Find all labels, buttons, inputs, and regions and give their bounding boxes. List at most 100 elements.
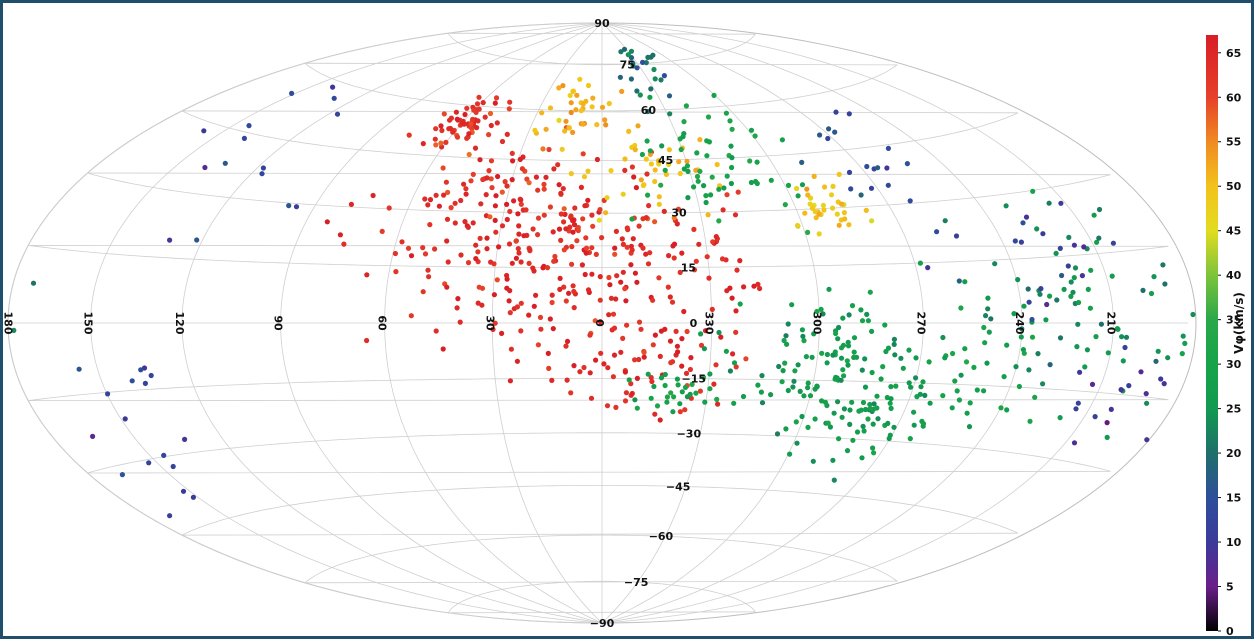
- data-point: [142, 380, 148, 386]
- data-point: [731, 400, 737, 406]
- data-point: [840, 342, 847, 348]
- data-point: [845, 343, 852, 349]
- data-point: [919, 418, 925, 424]
- data-point: [504, 183, 510, 189]
- data-point: [531, 268, 537, 274]
- data-point: [583, 98, 589, 104]
- data-point: [728, 143, 734, 149]
- data-point: [624, 322, 630, 328]
- data-point: [492, 203, 498, 209]
- data-point: [635, 123, 641, 129]
- data-point: [904, 161, 911, 167]
- data-point: [632, 397, 638, 403]
- data-point: [1148, 290, 1155, 297]
- data-point: [1029, 316, 1035, 323]
- data-point: [465, 260, 472, 266]
- data-point: [891, 336, 898, 342]
- data-point: [564, 377, 570, 383]
- data-point: [436, 203, 442, 209]
- data-point: [906, 380, 912, 386]
- data-point: [811, 331, 817, 337]
- data-point: [679, 389, 685, 395]
- data-point: [486, 132, 492, 138]
- data-point: [655, 158, 662, 164]
- data-point: [704, 138, 710, 144]
- data-point: [1162, 281, 1168, 287]
- data-point: [518, 197, 524, 203]
- data-point: [820, 311, 826, 317]
- data-point: [824, 360, 830, 366]
- data-point: [833, 109, 839, 115]
- parallel-line: [181, 485, 1019, 536]
- data-point: [685, 195, 691, 201]
- data-point: [981, 324, 987, 331]
- data-point: [677, 269, 683, 275]
- data-point: [364, 272, 370, 278]
- data-point: [849, 303, 856, 309]
- data-point: [473, 242, 479, 248]
- data-point: [489, 185, 495, 191]
- data-point: [962, 279, 968, 285]
- data-point: [444, 238, 450, 244]
- longitude-label: 240: [1013, 312, 1026, 335]
- data-point: [519, 166, 526, 172]
- data-point: [466, 131, 472, 137]
- data-point: [569, 261, 575, 267]
- data-point: [732, 212, 739, 218]
- data-point: [779, 137, 786, 143]
- colorbar-tick-label: 65: [1226, 47, 1241, 60]
- data-point: [182, 436, 188, 442]
- data-point: [822, 399, 829, 405]
- data-point: [705, 114, 712, 120]
- latitude-label: 30: [671, 207, 687, 220]
- data-point: [805, 380, 811, 386]
- data-point: [676, 159, 682, 165]
- data-point: [918, 384, 924, 390]
- data-point: [859, 318, 866, 324]
- data-point: [720, 207, 726, 213]
- data-point: [557, 275, 563, 281]
- data-point: [803, 354, 810, 360]
- data-point: [623, 298, 629, 304]
- data-point: [1110, 240, 1116, 246]
- data-point: [547, 204, 554, 210]
- data-point: [954, 388, 960, 394]
- meridian-line: [601, 22, 1023, 624]
- data-point: [1126, 383, 1132, 389]
- data-point: [386, 205, 392, 211]
- data-point: [869, 218, 875, 224]
- data-point: [495, 173, 501, 180]
- data-point: [958, 372, 964, 378]
- data-point: [504, 201, 510, 207]
- data-point: [625, 52, 631, 58]
- data-point: [888, 405, 894, 411]
- data-point: [597, 207, 603, 213]
- data-point: [825, 135, 831, 142]
- data-point: [613, 296, 619, 302]
- data-point: [508, 346, 514, 352]
- data-point: [671, 215, 677, 221]
- data-point: [724, 173, 730, 179]
- data-point: [651, 66, 657, 73]
- data-point: [658, 375, 665, 381]
- data-point: [838, 377, 844, 383]
- data-point: [709, 306, 715, 312]
- data-point: [516, 250, 522, 256]
- data-point: [1003, 203, 1009, 209]
- data-point: [799, 159, 805, 165]
- meridian-line: [90, 22, 603, 624]
- data-point: [634, 405, 640, 411]
- data-point: [453, 109, 459, 115]
- data-point: [870, 421, 876, 427]
- data-point: [582, 203, 588, 209]
- data-point: [1144, 437, 1150, 443]
- data-point: [1105, 350, 1111, 356]
- data-point: [521, 233, 527, 239]
- data-point: [841, 373, 847, 379]
- data-point: [440, 346, 446, 352]
- longitude-label: 210: [1104, 312, 1117, 335]
- data-point: [819, 350, 825, 356]
- data-point: [1143, 391, 1149, 397]
- data-point: [543, 126, 549, 132]
- data-point: [1068, 293, 1074, 299]
